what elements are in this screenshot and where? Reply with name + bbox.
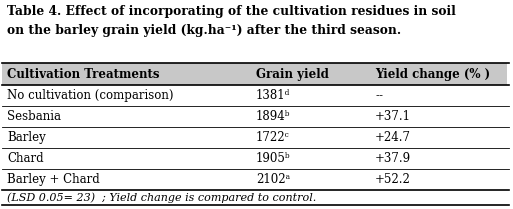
Text: Table 4. Effect of incorporating of the cultivation residues in soil: Table 4. Effect of incorporating of the …: [7, 5, 456, 18]
Text: on the barley grain yield (kg.ha⁻¹) after the third season.: on the barley grain yield (kg.ha⁻¹) afte…: [7, 24, 401, 37]
Text: Cultivation Treatments: Cultivation Treatments: [7, 68, 160, 80]
Text: (LSD 0.05= 23)  ; Yield change is compared to control.: (LSD 0.05= 23) ; Yield change is compare…: [7, 192, 316, 203]
Text: 1905ᵇ: 1905ᵇ: [256, 152, 291, 165]
Text: +24.7: +24.7: [375, 131, 411, 144]
Text: Yield change (% ): Yield change (% ): [375, 68, 490, 80]
Text: 1722ᶜ: 1722ᶜ: [256, 131, 290, 144]
Text: 2102ᵃ: 2102ᵃ: [256, 173, 290, 186]
Text: No cultivation (comparison): No cultivation (comparison): [7, 89, 173, 102]
Text: --: --: [375, 89, 383, 102]
Text: +52.2: +52.2: [375, 173, 411, 186]
Text: 1894ᵇ: 1894ᵇ: [256, 110, 290, 123]
Text: Grain yield: Grain yield: [256, 68, 329, 80]
Text: Barley: Barley: [7, 131, 46, 144]
Text: +37.9: +37.9: [375, 152, 411, 165]
Text: Chard: Chard: [7, 152, 44, 165]
Text: +37.1: +37.1: [375, 110, 411, 123]
Text: Sesbania: Sesbania: [7, 110, 61, 123]
Text: Barley + Chard: Barley + Chard: [7, 173, 100, 186]
Text: 1381ᵈ: 1381ᵈ: [256, 89, 290, 102]
